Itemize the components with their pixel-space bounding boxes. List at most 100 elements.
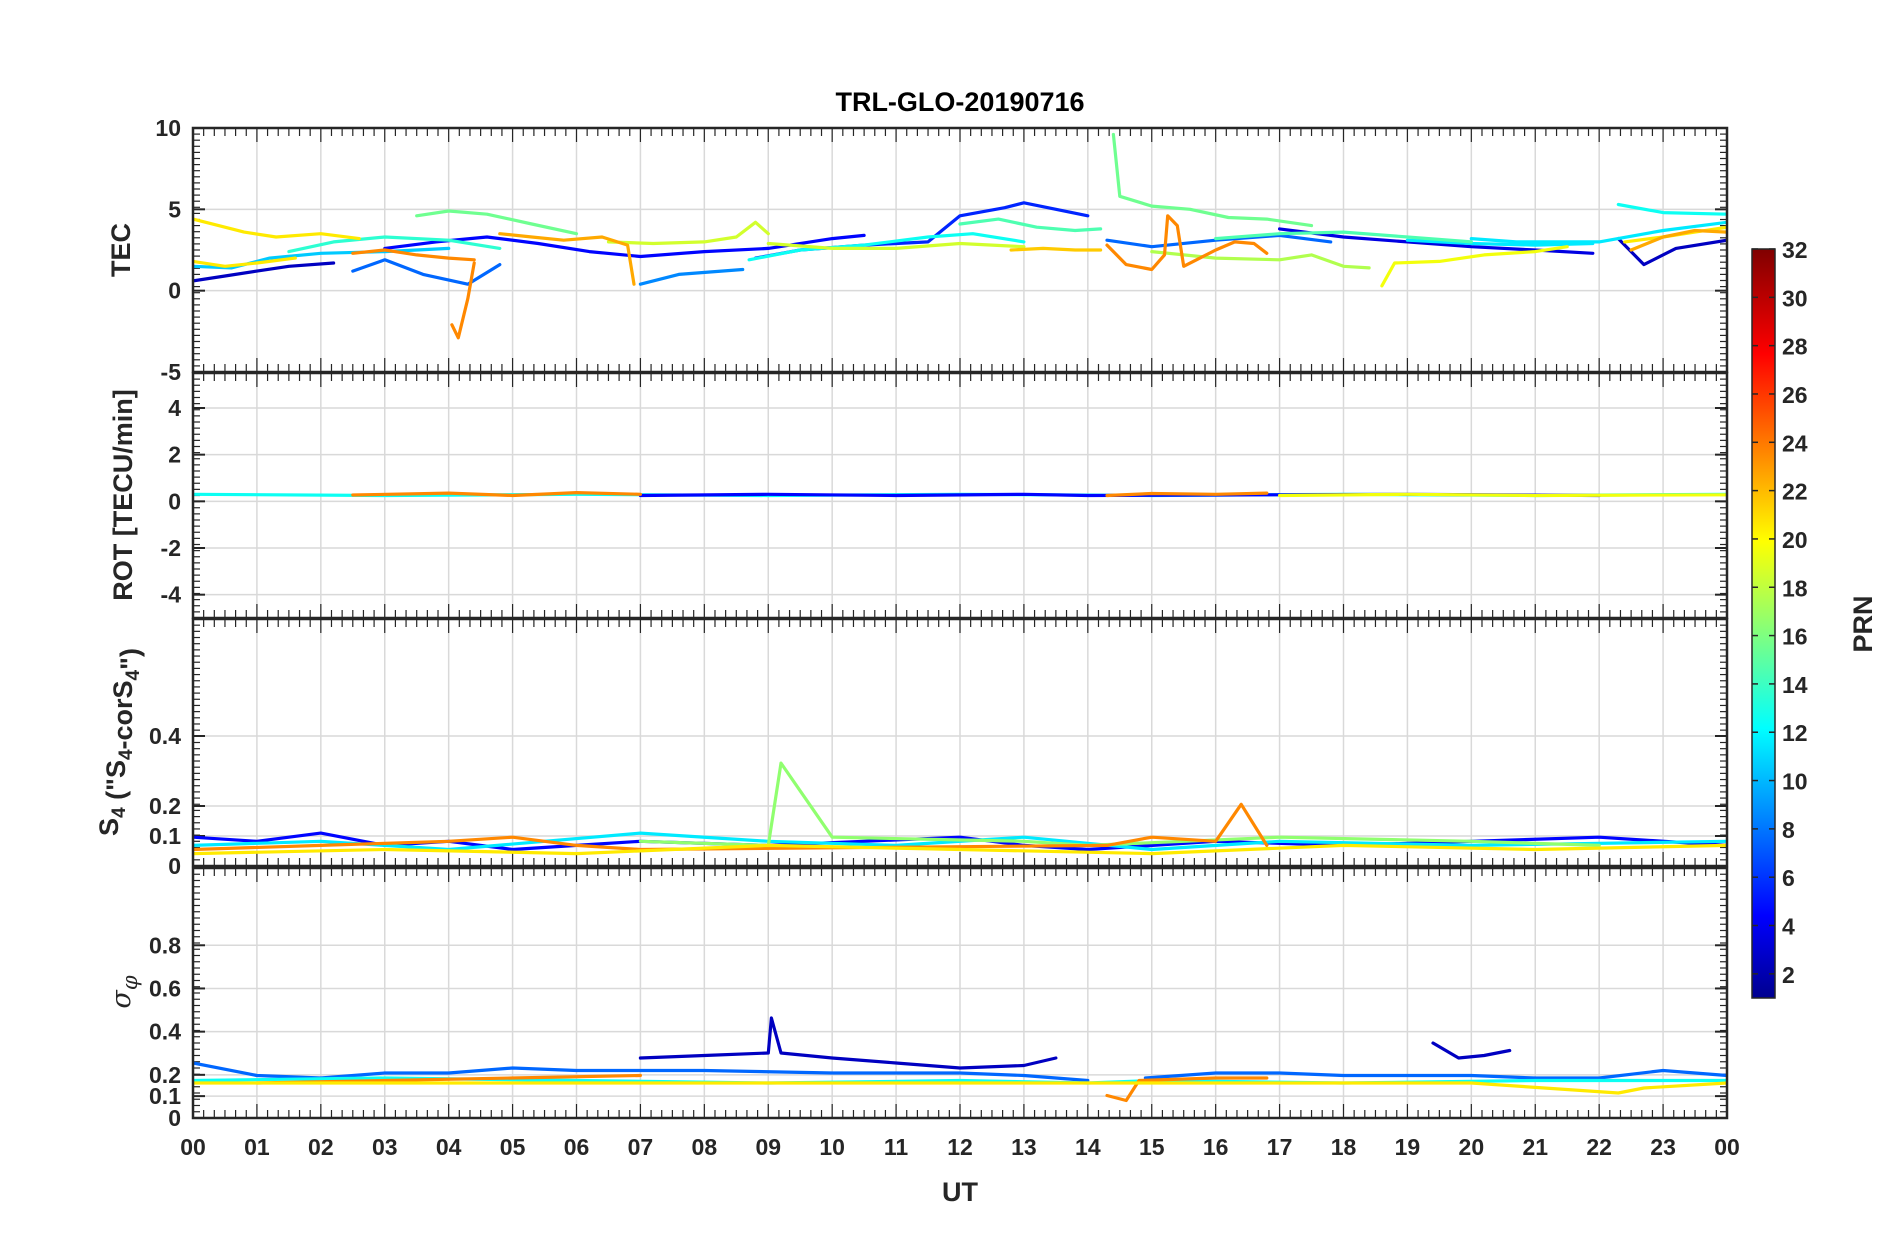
colorbar-tick-label: 28 (1782, 334, 1808, 360)
y-tick-label: 10 (155, 115, 181, 141)
x-tick-label: 05 (500, 1134, 526, 1160)
y-axis-label: σφ (106, 975, 142, 1008)
x-tick-label: 22 (1586, 1134, 1612, 1160)
x-tick-label: 03 (372, 1134, 398, 1160)
axes-frame (191, 617, 1729, 868)
colorbar-tick-label: 16 (1782, 624, 1808, 650)
y-axis-label: ROT [TECU/min] (108, 389, 138, 600)
series-line-prn-24 (1105, 1076, 1269, 1103)
series-line-prn-3 (193, 261, 336, 283)
x-tick-label: 06 (564, 1134, 590, 1160)
series-line-prn-3 (638, 1016, 1058, 1070)
panel-4: 00.10.2 0.4 0.6 0.8 σφ 00 01 02 03 04 05 06 07 08 09 10… (106, 866, 1740, 1160)
series-line-prn-21 (193, 256, 297, 268)
x-tick-label: 07 (628, 1134, 654, 1160)
x-tick-label: 01 (244, 1134, 270, 1160)
traces (193, 491, 1727, 498)
series-line-prn-19 (766, 241, 1026, 250)
colorbar-tick-label: 8 (1782, 817, 1795, 843)
y-tick-label: 4 (168, 395, 181, 421)
y-axis-label: S4 ("S4-corS4") (94, 648, 145, 836)
colorbar-tick-label: 24 (1782, 430, 1808, 456)
series-line-prn-24 (1105, 491, 1269, 498)
x-tick-label: 09 (755, 1134, 781, 1160)
series-line-prn-20 (1380, 245, 1569, 288)
y-tick-label: 0.1 (149, 823, 181, 849)
x-tick-label: 00 (1714, 1134, 1740, 1160)
x-tick-label: 04 (436, 1134, 462, 1160)
series-line-prn-21 (193, 843, 1727, 856)
x-tick-label: 23 (1650, 1134, 1676, 1160)
y-tick-label: -5 (161, 359, 182, 385)
series-line-prn-19 (606, 220, 770, 246)
series-line-prn-13 (1616, 202, 1727, 216)
series-line-prn-12 (1405, 238, 1595, 247)
colorbar-tick-label: 10 (1782, 769, 1808, 795)
series-line-prn-24 (450, 261, 476, 340)
series-line-prn-8 (1143, 1068, 1727, 1080)
series-line-prn-3 (1431, 1041, 1512, 1060)
series-line-prn-21 (193, 1081, 1727, 1095)
y-tick-label: 0 (168, 278, 181, 304)
x-tick-label: 19 (1395, 1134, 1421, 1160)
x-tick-label: 14 (1075, 1134, 1101, 1160)
y-tick-label: 0.6 (149, 975, 181, 1001)
series-line-prn-24 (1105, 214, 1269, 272)
y-tick-label: 2 (168, 442, 181, 468)
y-axis-label: TEC (106, 223, 136, 277)
series-line-prn-20 (1278, 492, 1727, 498)
x-tick-label: 21 (1522, 1134, 1548, 1160)
panel-1: -5 0 5 10 TEC (106, 115, 1729, 385)
series-line-prn-16 (1111, 132, 1314, 228)
x-tick-label: 20 (1459, 1134, 1485, 1160)
colorbar-tick-label: 30 (1782, 285, 1808, 311)
y-tick-label: 0 (168, 1105, 181, 1131)
series-line-prn-3 (1616, 237, 1727, 267)
colorbar-gradient (1751, 248, 1776, 999)
x-tick-label: 18 (1331, 1134, 1357, 1160)
series-line-prn-17 (638, 761, 1601, 847)
x-tick-label: 11 (884, 1134, 909, 1160)
series-line-prn-12 (193, 831, 1727, 852)
series-line-prn-22 (1009, 246, 1103, 252)
y-tick-label: 5 (168, 196, 181, 222)
x-tick-label: 16 (1203, 1134, 1229, 1160)
colorbar-tick-label: 20 (1782, 527, 1808, 553)
x-tick-label: 10 (819, 1134, 845, 1160)
traces (193, 1016, 1727, 1103)
axes-frame (191, 866, 1729, 1120)
series-line-prn-8 (351, 258, 502, 286)
series-line-prn-13 (747, 232, 1026, 262)
colorbar-tick-label: 18 (1782, 575, 1808, 601)
colorbar-tick-label: 6 (1782, 865, 1795, 891)
colorbar-tick-label: 14 (1782, 672, 1808, 698)
series-line-prn-14 (287, 235, 502, 254)
colorbar-tick-label: 12 (1782, 720, 1808, 746)
series-line-prn-23 (498, 232, 636, 286)
panel-2: -4 -2 0 2 4 ROT [TECU/min] (108, 371, 1729, 620)
x-tick-label: 08 (692, 1134, 718, 1160)
y-tick-label: 0.4 (149, 723, 181, 749)
series-line-prn-15 (1214, 230, 1473, 244)
series-line-prn-12 (1469, 220, 1727, 244)
series-line-prn-24 (351, 491, 642, 498)
y-tick-label: 0 (168, 488, 181, 514)
x-tick-label: 13 (1011, 1134, 1037, 1160)
x-tick-label: 15 (1139, 1134, 1165, 1160)
y-tick-label: -2 (161, 535, 181, 561)
series-line-prn-15 (958, 217, 1103, 233)
colorbar-tick-label: 32 (1782, 237, 1808, 263)
series-line-prn-5 (383, 233, 866, 259)
colorbar-label: PRN (1848, 595, 1878, 652)
series-line-prn-23 (1629, 228, 1727, 252)
x-tick-label: 02 (308, 1134, 334, 1160)
y-tick-label: 0.2 (149, 1062, 181, 1088)
traces (193, 761, 1727, 856)
colorbar-tick-label: 2 (1782, 962, 1795, 988)
x-tick-label: 00 (180, 1134, 206, 1160)
colorbar-tick-label: 26 (1782, 382, 1808, 408)
x-tick-label: 17 (1267, 1134, 1293, 1160)
